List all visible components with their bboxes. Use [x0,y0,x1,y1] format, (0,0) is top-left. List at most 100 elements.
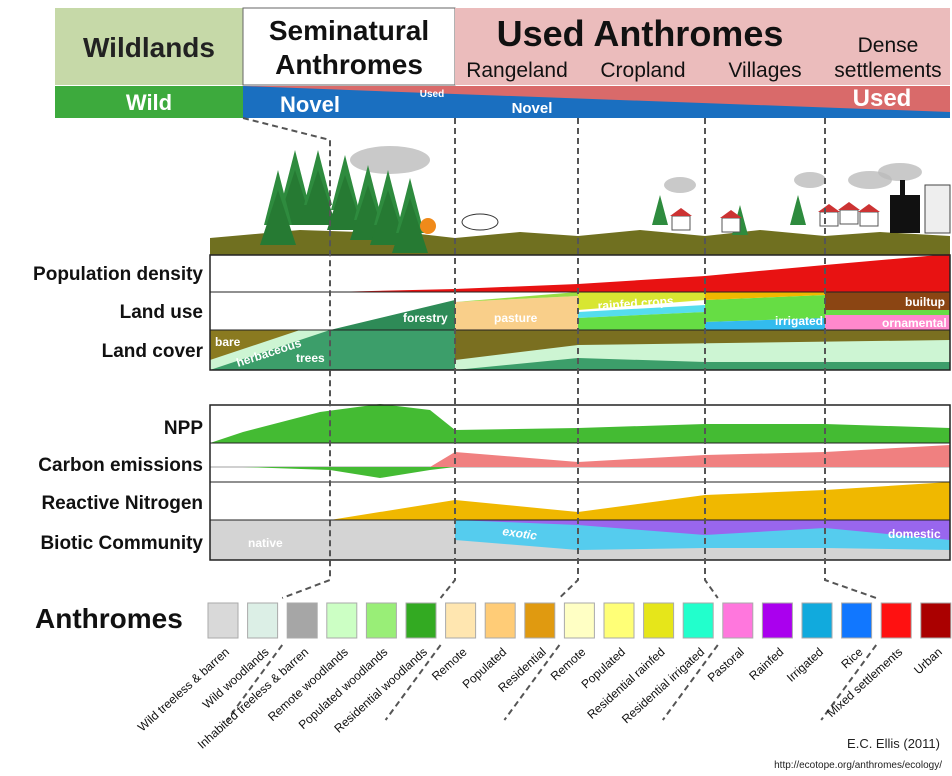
row-label: Carbon emissions [38,455,203,476]
panel-label: builtup [905,295,945,309]
legend-label: Rice [838,645,865,672]
house [721,217,741,233]
legend-swatch [247,602,279,639]
panel-label: trees [296,351,325,365]
legend-swatch [682,602,714,639]
row-label: Land cover [102,341,204,362]
tree [790,195,806,225]
roof [670,208,692,216]
boundary-line [503,644,561,721]
villages-title: Villages [728,59,801,82]
novel-bar [243,86,950,118]
fire [420,218,436,234]
legend-swatch [445,602,477,639]
forestry-area [330,300,455,330]
row-label: Reactive Nitrogen [41,493,203,514]
credit-url: http://ecotope.org/anthromes/ecology/ [774,760,942,771]
credit-author: E.C. Ellis (2011) [847,736,940,751]
used-title: Used Anthromes [497,13,784,54]
house [839,209,859,225]
boundary-line [704,118,719,599]
house [671,215,691,231]
legend-title: Anthromes [35,603,183,634]
tree [300,170,336,225]
nitrogen-area [210,482,950,520]
panel-label: native [248,536,283,550]
crop-cyan [578,305,705,318]
row-label: Land use [120,302,203,323]
panel-label: exotic [502,524,539,543]
legend-swatch [920,602,952,639]
roof [720,210,742,218]
row-label: NPP [164,418,203,439]
legend-label: Pastoral [705,645,747,685]
panel-label: rainfed crops [597,294,674,313]
population-area [330,254,950,292]
novel-label: Novel [512,100,553,117]
pasture-green [455,292,578,302]
dense-title: Dense [858,34,919,57]
builtup-area [825,292,950,310]
ground [210,230,950,255]
seminatural-box [242,7,456,86]
legend-swatch [207,602,239,639]
panel-label: + [212,454,219,468]
boundary-line [242,117,331,599]
house [819,211,839,227]
smoke [794,172,826,188]
boundary-line [558,118,579,599]
legend-swatch [524,602,556,639]
legend-swatch [603,602,635,639]
panel-label: pasture [494,311,538,325]
crop-green [578,312,705,330]
carbon-negative [243,467,455,478]
novel-label: Novel [280,92,340,117]
npp-area [210,404,950,443]
smoke [878,163,922,181]
trees-area [210,330,455,370]
wild-bar [55,86,243,118]
boundary-line [384,644,442,721]
rangeland-title: Rangeland [466,59,568,82]
boundary-line [661,644,719,721]
legend-swatch [761,602,793,639]
legend-swatch [841,602,873,639]
used-box [455,8,950,85]
legend-swatch [880,602,912,639]
chimney [900,180,905,200]
panel-label: - [212,469,216,483]
bare-area [210,330,300,360]
ornamental-area [825,315,950,330]
tree [260,190,296,245]
legend-swatch [801,602,833,639]
legend-swatch [365,602,397,639]
legend-label: Irrigated [784,645,826,685]
row-label: Population density [33,264,203,285]
cropland-title: Cropland [600,59,685,82]
tree [392,198,428,253]
seminatural-title: Anthromes [275,49,423,80]
tree [327,175,363,230]
dense-green [825,310,950,315]
boundary-line [226,644,284,721]
wildlands-title: Wildlands [83,32,215,63]
smoke [350,146,430,174]
carbon-positive [430,445,950,467]
panel-label: bare [215,335,241,349]
roof [818,204,840,212]
panel-label: ornamental [882,316,947,330]
used-label: Used [420,89,444,100]
village-green [705,295,825,322]
boundary-line [439,118,456,599]
used-label: Used [853,85,912,112]
dense-title: settlements [834,59,941,82]
boundary-line [820,644,878,721]
building [924,184,951,234]
cow [461,213,499,231]
legend-swatch [405,602,437,639]
roof [838,202,860,210]
village-orange [705,292,825,300]
factory [890,195,920,233]
roof [858,204,880,212]
